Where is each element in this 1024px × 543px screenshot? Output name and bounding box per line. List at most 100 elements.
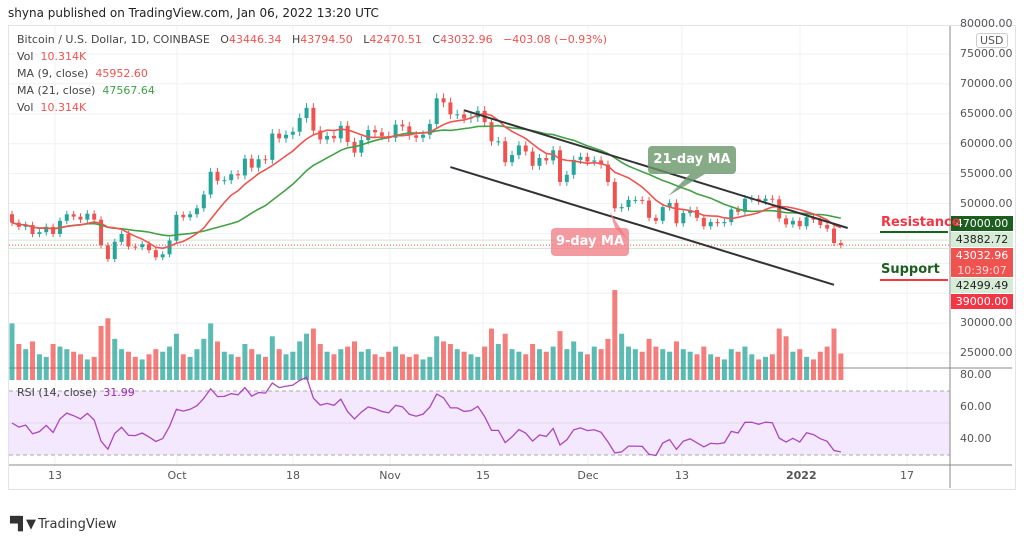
volume-bar (735, 351, 741, 380)
candle-body (284, 134, 288, 139)
candle-body (434, 98, 439, 124)
volume-bar (78, 354, 83, 380)
volume-bar (536, 349, 542, 380)
candle-body (633, 199, 638, 201)
volume-bar (215, 341, 220, 380)
volume-bar (557, 331, 563, 380)
volume-bar (399, 354, 405, 380)
candle-body (825, 225, 830, 229)
volume-bar (509, 349, 515, 380)
candle-body (407, 126, 412, 136)
candle-body (763, 198, 768, 202)
candle-body (194, 208, 199, 215)
volume-bar (276, 349, 282, 380)
volume-bar (571, 341, 577, 380)
volume-bar (475, 356, 481, 380)
ma21-value: 47567.64 (102, 84, 155, 97)
candle-body (277, 133, 282, 139)
ma9-legend[interactable]: MA (9, close) 45952.60 (17, 67, 148, 80)
volume-bar (728, 349, 734, 380)
candle-body (523, 145, 528, 152)
ma21-legend[interactable]: MA (21, close) 47567.64 (17, 84, 155, 97)
currency-badge[interactable]: USD (976, 33, 1008, 48)
volume-bar (468, 354, 474, 380)
brand-text: TradingView (38, 517, 117, 532)
volume-bar (434, 336, 440, 380)
vol-legend[interactable]: Vol 10.314K (17, 50, 86, 63)
candle-body (729, 209, 734, 223)
candle-body (222, 180, 227, 182)
volume-bar (160, 351, 166, 380)
candle-body (338, 125, 343, 139)
volume-bar (626, 346, 631, 380)
candle-body (626, 199, 631, 208)
volume-bar (146, 354, 152, 380)
price-tick: 30000.00 (960, 316, 1013, 330)
candle-body (414, 135, 419, 138)
rsi-legend[interactable]: RSI (14, close) 31.99 (17, 386, 135, 399)
volume-bar (701, 346, 707, 380)
volume-bar (516, 351, 522, 380)
volume-bar (365, 349, 371, 380)
volume-bar (372, 354, 378, 380)
volume-bar (132, 356, 138, 380)
candle-body (660, 207, 665, 221)
volume-bar (653, 346, 659, 380)
volume-bar (358, 351, 364, 380)
volume-bar (708, 354, 714, 380)
time-tick: 13 (675, 469, 689, 482)
volume-bar (461, 351, 467, 380)
candle-body (647, 200, 652, 218)
ma21-callout[interactable]: 21-day MA (648, 146, 736, 174)
vol2-legend[interactable]: Vol 10.314K (17, 101, 86, 114)
time-tick: 15 (476, 469, 490, 482)
candle-body (126, 233, 131, 247)
candle-body (256, 159, 261, 168)
ma9-value: 45952.60 (95, 67, 148, 80)
time-tick: 2022 (786, 469, 817, 482)
candle-body (742, 198, 747, 212)
candle-body (489, 122, 494, 142)
candle-body (722, 222, 727, 224)
volume-bar (612, 290, 618, 380)
ma9-line (11, 112, 842, 250)
candle-body (10, 214, 14, 223)
volume-bar (242, 344, 248, 380)
volume-bar (639, 351, 645, 380)
volume-bar (406, 356, 412, 380)
price-tick: 60000.00 (960, 136, 1013, 150)
volume-bar (324, 351, 330, 380)
candle-body (379, 132, 384, 136)
candle-body (105, 245, 110, 260)
volume-bar (173, 333, 179, 380)
volume-bar (454, 349, 460, 380)
time-tick: Dec (577, 469, 599, 482)
candle-body (229, 174, 234, 181)
price-tick: 80000.00 (960, 17, 1013, 31)
volume-bar (831, 328, 837, 380)
candle-body (619, 207, 624, 209)
ma9-callout[interactable]: 9-day MA (551, 228, 629, 256)
volume-bar (838, 353, 844, 380)
candle-body (325, 135, 330, 140)
volume-bar (632, 349, 638, 380)
ma21-callout-pointer (668, 174, 705, 196)
volume-bar (36, 354, 42, 380)
volume-bar (180, 354, 186, 380)
rsi-tick: 60.00 (960, 400, 992, 413)
change-value: −403.08 (−0.93%) (503, 33, 608, 46)
tradingview-brand[interactable]: ▀▌▼ TradingView (10, 517, 117, 532)
volume-bar (619, 333, 625, 380)
time-tick: Nov (379, 469, 401, 482)
candle-body (530, 151, 535, 166)
high-label: H (291, 33, 301, 46)
close-label: C (432, 33, 441, 46)
volume-bar (187, 356, 193, 380)
volume-bar (57, 346, 63, 380)
candle-body (181, 214, 186, 218)
volume-bar (605, 338, 611, 380)
volume-bar (139, 359, 145, 380)
ma21-price-tag: 43882.72 (951, 232, 1013, 247)
candle-body (427, 123, 432, 135)
